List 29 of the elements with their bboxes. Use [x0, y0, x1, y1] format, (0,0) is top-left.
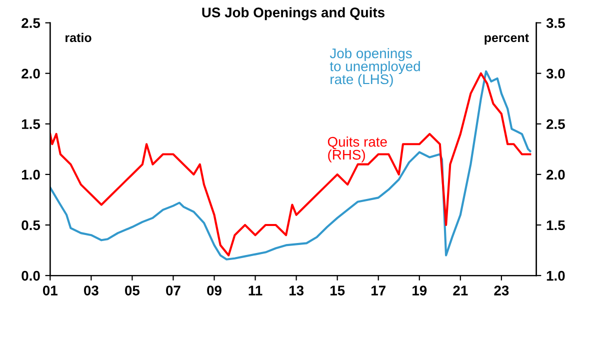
y-tick-label: 2.5	[22, 18, 40, 28]
y2-tick-label: 3.5	[546, 18, 565, 28]
y2-tick-label: 2.0	[546, 170, 565, 180]
y-tick-label: 1.0	[22, 170, 40, 180]
y2-tick-label: 3.0	[546, 68, 565, 79]
x-tick-label: 03	[84, 286, 98, 296]
x-tick-label: 19	[412, 286, 427, 296]
x-tick-label: 17	[372, 286, 386, 296]
y-tick-label: 0.0	[22, 270, 40, 281]
text: Job openings to unemployed rate (LHS)	[330, 48, 420, 87]
y2-tick-label: 2.5	[546, 119, 565, 130]
x-tick-label: 21	[453, 286, 468, 296]
x-tick-label: 11	[248, 286, 262, 296]
y2-tick-label: 1.5	[546, 220, 565, 230]
y2-tick-label: 1.0	[546, 270, 565, 281]
x-tick-label: 05	[125, 286, 140, 296]
x-tick-label: 23	[494, 286, 509, 296]
x-tick-label: 07	[166, 286, 180, 296]
series-label: Quits rate (RHS)	[328, 136, 387, 162]
y-tick-label: 1.5	[22, 119, 40, 130]
chart-title: US Job Openings and Quits	[202, 7, 384, 20]
x-tick-label: 13	[289, 286, 304, 296]
x-tick-label: 01	[42, 286, 58, 296]
x-tick-label: 09	[207, 286, 222, 296]
y-tick-label: 2.0	[22, 68, 40, 79]
y-axis-title: ratio	[66, 32, 92, 42]
y2-axis-title: percent	[484, 34, 529, 45]
x-tick-label: 15	[330, 286, 345, 296]
y-tick-label: 0.5	[22, 220, 40, 230]
